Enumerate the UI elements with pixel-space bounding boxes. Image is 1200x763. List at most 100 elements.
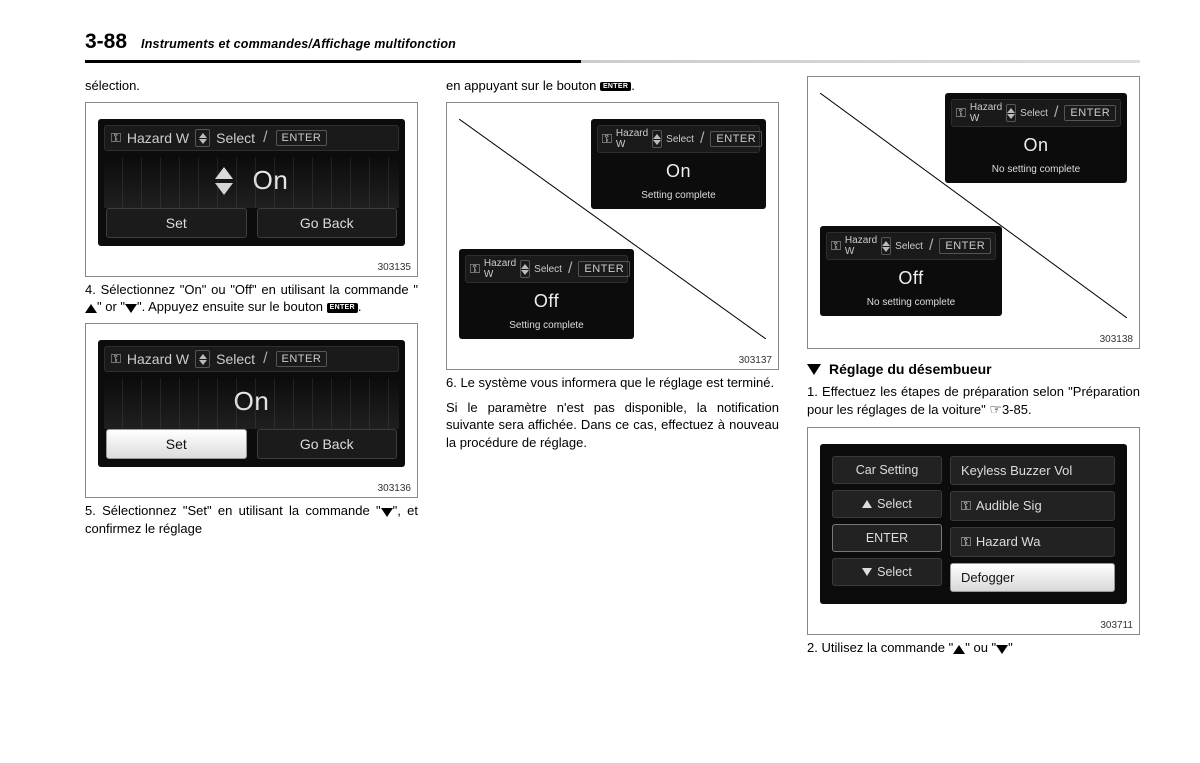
- enter-button: ENTER: [832, 524, 942, 552]
- lcd-value: On: [253, 165, 289, 196]
- figure-code: 303136: [86, 481, 417, 497]
- step-4-text: 4. Sélectionnez "On" ou "Off" en utilisa…: [85, 281, 418, 315]
- figure-code: 303137: [447, 353, 778, 369]
- text: en appuyant sur le bouton: [446, 78, 600, 93]
- lcd-status: Setting complete: [597, 184, 760, 201]
- updown-icon: [520, 260, 530, 278]
- subheading-defogger: Réglage du désembueur: [807, 361, 1140, 377]
- select-up-button: Select: [832, 490, 942, 518]
- updown-icon: [652, 130, 662, 148]
- figure-303138: ⚿ Hazard W Select / ENTER On No setting …: [807, 76, 1140, 349]
- slash-icon: /: [263, 129, 267, 147]
- lcd-title: Hazard W: [970, 102, 1002, 124]
- lcd-status: No setting complete: [826, 291, 996, 308]
- key-icon: ⚿: [961, 498, 971, 514]
- lcd-screen: ⚿ Hazard W Select / ENTER On Set Go Back: [98, 340, 405, 467]
- updown-icon: [1006, 104, 1016, 122]
- lcd-select-label: Select: [216, 351, 255, 367]
- lcd-screen-off: ⚿ Hazard W Select / ENTER Off Setting co…: [459, 249, 634, 339]
- text: ". Appuyez ensuite sur le bouton: [137, 299, 327, 314]
- figure-code: 303135: [86, 260, 417, 276]
- lcd-topline: ⚿ Hazard W Select / ENTER: [104, 125, 399, 151]
- lcd-value: On: [1023, 135, 1048, 156]
- select-down-button: Select: [832, 558, 942, 586]
- enter-box: ENTER: [710, 131, 762, 147]
- figure-303135: ⚿ Hazard W Select / ENTER On Set Go Back: [85, 102, 418, 277]
- menu-item-hazard: ⚿ Hazard Wa: [950, 527, 1115, 557]
- text-continuation: sélection.: [85, 77, 418, 94]
- triangle-down-icon: [807, 364, 821, 375]
- page-header: 3-88 Instruments et commandes/Affichage …: [85, 30, 1140, 54]
- text: 5. Sélectionnez "Set" en utilisant la co…: [85, 503, 381, 518]
- lcd-screen-on: ⚿ Hazard W Select / ENTER On Setting com…: [591, 119, 766, 209]
- menu-item-audible: ⚿ Audible Sig: [950, 491, 1115, 521]
- triangle-up-icon: [862, 500, 872, 508]
- lcd-value-row: On: [104, 151, 399, 208]
- column-3: ⚿ Hazard W Select / ENTER On No setting …: [807, 77, 1140, 664]
- lcd-value: On: [666, 161, 691, 182]
- enter-icon: ENTER: [327, 303, 358, 312]
- updown-icon: [195, 129, 210, 147]
- lcd-value: Off: [898, 268, 923, 289]
- text-end-prev-step: en appuyant sur le bouton ENTER.: [446, 77, 779, 94]
- figure-303711: Car Setting Select ENTER Select Keyless …: [807, 427, 1140, 635]
- pointer-icon: ☞: [989, 401, 1002, 417]
- text: Keyless Buzzer Vol: [961, 463, 1072, 478]
- key-icon: ⚿: [961, 534, 971, 550]
- column-2: en appuyant sur le bouton ENTER. ⚿ Hazar…: [446, 77, 779, 664]
- text: Defogger: [961, 570, 1014, 585]
- text: 4. Sélectionnez "On" ou "Off" en utilisa…: [85, 282, 418, 297]
- enter-box: ENTER: [939, 238, 991, 254]
- key-icon: ⚿: [470, 261, 480, 277]
- lcd-buttons: Set Go Back: [104, 208, 399, 238]
- text: " or ": [97, 299, 125, 314]
- text: .: [358, 299, 362, 314]
- lcd-buttons: Set Go Back: [104, 429, 399, 459]
- breadcrumb: Instruments et commandes/Affichage multi…: [141, 37, 456, 51]
- lcd-topline: ⚿ Hazard W Select / ENTER: [104, 346, 399, 372]
- enter-box: ENTER: [276, 351, 328, 367]
- lcd-value: Off: [534, 291, 559, 312]
- big-updown-icon: [215, 167, 233, 195]
- text: 3-85.: [1002, 402, 1032, 417]
- updown-icon: [881, 237, 891, 255]
- column-1: sélection. ⚿ Hazard W Select / ENTER On: [85, 77, 418, 664]
- lcd-title: Hazard W: [616, 128, 648, 150]
- lcd-title: Hazard W: [845, 235, 877, 257]
- text: 2. Utilisez la commande ": [807, 640, 953, 655]
- triangle-up-icon: [953, 645, 965, 654]
- set-button: Set: [106, 429, 247, 459]
- menu-item-defogger: Defogger: [950, 563, 1115, 592]
- lcd-select-label: Select: [666, 134, 694, 145]
- key-icon: ⚿: [831, 238, 841, 254]
- lcd-title: Hazard W: [127, 351, 189, 367]
- lcd-status: No setting complete: [951, 158, 1121, 175]
- triangle-up-icon: [85, 304, 97, 313]
- text: Hazard Wa: [976, 534, 1041, 549]
- key-icon: ⚿: [602, 131, 612, 147]
- goback-button: Go Back: [257, 429, 398, 459]
- enter-box: ENTER: [276, 130, 328, 146]
- text: Audible Sig: [976, 498, 1042, 513]
- key-icon: ⚿: [111, 130, 121, 146]
- lcd-status: Setting complete: [465, 314, 628, 331]
- note-text: Si le paramètre n'est pas disponible, la…: [446, 399, 779, 450]
- lcd-title: Hazard W: [484, 258, 516, 280]
- page-number: 3-88: [85, 30, 127, 54]
- triangle-down-icon: [996, 645, 1008, 654]
- lcd-value-row: On: [104, 372, 399, 429]
- text: 1. Effectuez les étapes de préparation s…: [807, 384, 1140, 417]
- lcd-screen: ⚿ Hazard W Select / ENTER On Set Go Back: [98, 119, 405, 246]
- enter-box: ENTER: [1064, 105, 1116, 121]
- step-6-text: 6. Le système vous informera que le régl…: [446, 374, 779, 391]
- lcd-screen-off: ⚿ Hazard W Select / ENTER Off No setting…: [820, 226, 1002, 316]
- lcd-screen-on: ⚿ Hazard W Select / ENTER On No setting …: [945, 93, 1127, 183]
- text: ": [1008, 640, 1013, 655]
- menu-item-keyless: Keyless Buzzer Vol: [950, 456, 1115, 485]
- figure-303137: ⚿ Hazard W Select / ENTER On Setting com…: [446, 102, 779, 370]
- goback-button: Go Back: [257, 208, 398, 238]
- figure-code: 303711: [808, 618, 1139, 634]
- step-1-text: 1. Effectuez les étapes de préparation s…: [807, 383, 1140, 419]
- lcd-select-label: Select: [895, 241, 923, 252]
- lcd-select-label: Select: [1020, 108, 1048, 119]
